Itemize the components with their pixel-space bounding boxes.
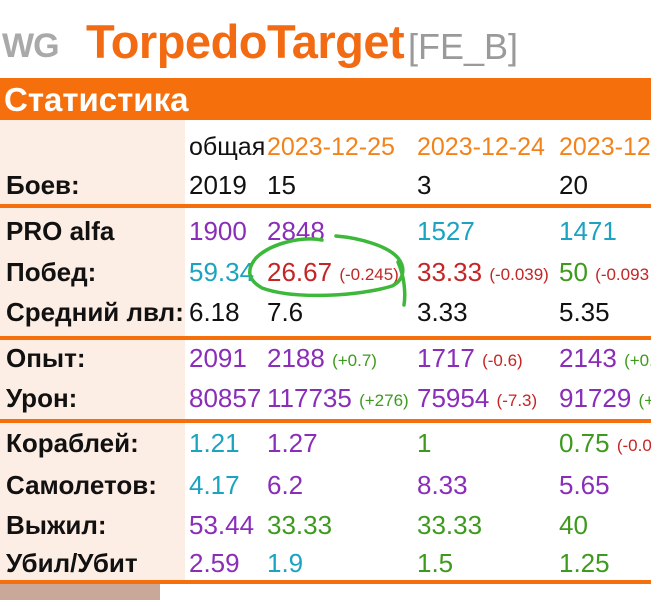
wins-date-2: 33.33 (-0.039) (417, 257, 549, 291)
row-label-average-tier: Средний лвл: (6, 297, 184, 327)
pro-alfa-date-3: 1471 (559, 216, 617, 246)
wins-date-1-value: 26.67 (267, 257, 333, 287)
xp-date-2-value: 1717 (417, 343, 475, 373)
label-column-background (0, 120, 185, 584)
row-divider (0, 580, 651, 584)
damage-date-2-value: 75954 (417, 383, 490, 413)
wins-date-3: 50 (-0.093 (559, 257, 649, 291)
xp-date-3-value: 2143 (559, 343, 617, 373)
row-label-xp: Опыт: (6, 343, 86, 373)
bottom-strip (0, 584, 160, 600)
column-header-date-1: 2023-12-25 (267, 133, 395, 161)
wins-total: 59.34 (189, 257, 255, 287)
pro-alfa-date-1: 2848 (267, 216, 325, 246)
pro-alfa-total: 1900 (189, 216, 247, 246)
wins-date-2-delta: (-0.039) (489, 265, 549, 284)
row-label-damage: Урон: (6, 383, 78, 413)
kill-death-total: 2.59 (189, 548, 240, 578)
planes-date-2: 8.33 (417, 470, 468, 500)
row-label-ships: Кораблей: (6, 428, 139, 458)
ships-date-3-value: 0.75 (559, 428, 610, 458)
row-label-kill-death: Убил/Убит (6, 548, 138, 578)
average-tier-total: 6.18 (189, 297, 240, 327)
section-title: Статистика (4, 81, 189, 118)
damage-date-1-delta: (+276) (359, 391, 409, 410)
ships-date-3: 0.75 (-0.0 (559, 428, 651, 462)
survived-total: 53.44 (189, 510, 255, 540)
kill-death-date-3: 1.25 (559, 548, 610, 578)
app-title: TorpedoTarget (86, 15, 405, 68)
battles-date-3: 20 (559, 170, 588, 200)
row-divider (0, 204, 651, 208)
battles-total: 2019 (189, 170, 247, 200)
damage-date-3: 91729 (+ (559, 383, 651, 417)
wins-date-3-delta: (-0.093 (595, 265, 650, 284)
section-header: Статистика (0, 78, 651, 120)
damage-date-2: 75954 (-7.3) (417, 383, 537, 417)
average-tier-date-2: 3.33 (417, 297, 468, 327)
wins-date-1-delta: (-0.245) (339, 265, 399, 284)
planes-date-3: 5.65 (559, 470, 610, 500)
kill-death-date-1: 1.9 (267, 548, 304, 578)
damage-date-2-delta: (-7.3) (496, 391, 538, 410)
damage-date-3-delta: (+ (638, 391, 651, 410)
xp-date-2: 1717 (-0.6) (417, 343, 523, 377)
average-tier-date-1: 7.6 (267, 297, 304, 327)
battles-date-1: 15 (267, 170, 296, 200)
xp-total: 2091 (189, 343, 247, 373)
xp-date-3-delta: (+0. (624, 351, 651, 370)
ships-date-2: 1 (417, 428, 432, 458)
row-label-planes: Самолетов: (6, 470, 157, 500)
column-header-date-2: 2023-12-24 (417, 133, 545, 161)
planes-date-1: 6.2 (267, 470, 304, 500)
ships-date-3-delta: (-0.0 (616, 436, 651, 455)
xp-date-1: 2188 (+0.7) (267, 343, 377, 377)
xp-date-1-delta: (+0.7) (332, 351, 377, 370)
wins-date-3-value: 50 (559, 257, 588, 287)
ships-date-1: 1.27 (267, 428, 318, 458)
planes-total: 4.17 (189, 470, 240, 500)
row-label-survived: Выжил: (6, 510, 107, 540)
pro-alfa-date-2: 1527 (417, 216, 475, 246)
damage-date-1-value: 117735 (267, 383, 352, 413)
row-label-pro-alfa: PRO alfa (6, 216, 115, 246)
row-divider (0, 419, 651, 423)
wins-date-2-value: 33.33 (417, 257, 483, 287)
survived-date-3: 40 (559, 510, 588, 540)
row-label-battles: Боев: (6, 170, 80, 200)
kill-death-date-2: 1.5 (417, 548, 454, 578)
battles-date-2: 3 (417, 170, 432, 200)
xp-date-3: 2143 (+0. (559, 343, 651, 377)
damage-date-1: 117735 (+276) (267, 383, 409, 417)
column-header-date-3: 2023-12- (559, 133, 651, 161)
row-divider (0, 336, 651, 340)
wg-logo: WG (2, 27, 60, 65)
wins-date-1: 26.67 (-0.245) (267, 257, 399, 291)
clan-tag: [FE_B] (408, 26, 519, 67)
damage-total: 80857 (189, 383, 262, 413)
survived-date-1: 33.33 (267, 510, 333, 540)
survived-date-2: 33.33 (417, 510, 483, 540)
xp-date-2-delta: (-0.6) (482, 351, 523, 370)
xp-date-1-value: 2188 (267, 343, 325, 373)
damage-date-3-value: 91729 (559, 383, 632, 413)
row-label-wins: Побед: (6, 257, 97, 287)
ships-total: 1.21 (189, 428, 240, 458)
app-header: WG TorpedoTarget [FE_B] (0, 0, 651, 78)
column-header-total: общая (189, 133, 266, 161)
average-tier-date-3: 5.35 (559, 297, 610, 327)
